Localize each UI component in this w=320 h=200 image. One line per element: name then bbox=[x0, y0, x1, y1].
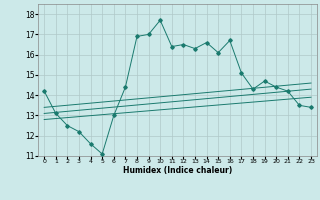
X-axis label: Humidex (Indice chaleur): Humidex (Indice chaleur) bbox=[123, 166, 232, 175]
